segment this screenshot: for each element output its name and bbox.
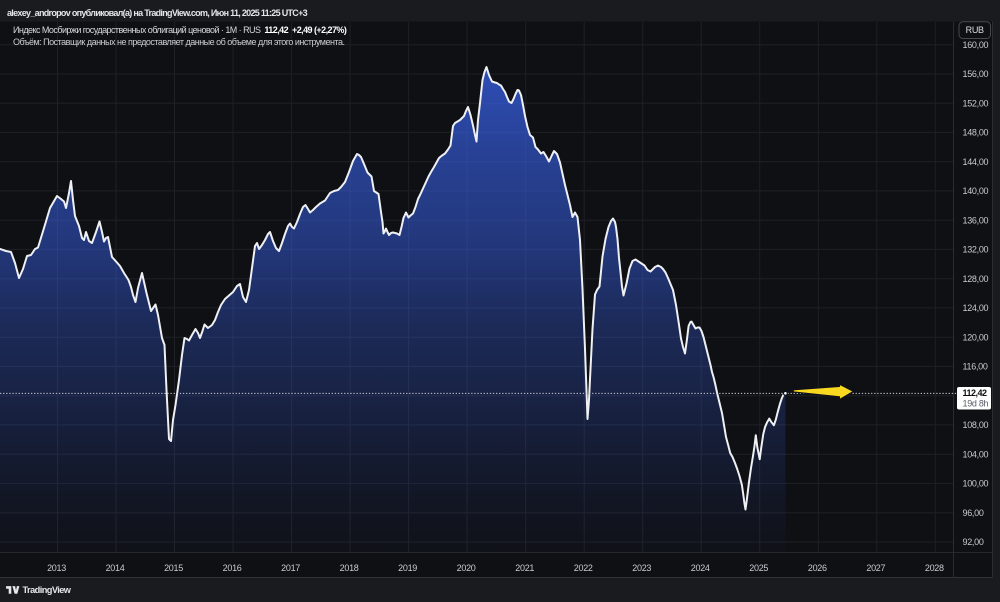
svg-text:160,00: 160,00 bbox=[963, 40, 989, 50]
svg-text:120,00: 120,00 bbox=[963, 332, 989, 342]
svg-text:2022: 2022 bbox=[574, 563, 593, 573]
svg-text:19d 8h: 19d 8h bbox=[963, 398, 989, 408]
svg-text:148,00: 148,00 bbox=[963, 128, 989, 138]
svg-text:112,42: 112,42 bbox=[963, 388, 988, 398]
svg-text:2020: 2020 bbox=[457, 563, 476, 573]
svg-text:144,00: 144,00 bbox=[963, 157, 989, 167]
svg-text:96,00: 96,00 bbox=[963, 508, 984, 518]
svg-text:2015: 2015 bbox=[164, 563, 183, 573]
svg-text:2023: 2023 bbox=[632, 563, 651, 573]
svg-text:140,00: 140,00 bbox=[963, 186, 989, 196]
svg-text:116,00: 116,00 bbox=[963, 362, 988, 372]
svg-text:124,00: 124,00 bbox=[963, 303, 989, 313]
svg-text:152,00: 152,00 bbox=[963, 98, 989, 108]
svg-text:104,00: 104,00 bbox=[963, 449, 989, 459]
svg-text:136,00: 136,00 bbox=[963, 215, 989, 225]
svg-text:2016: 2016 bbox=[223, 563, 242, 573]
svg-text:132,00: 132,00 bbox=[963, 245, 989, 255]
svg-text:128,00: 128,00 bbox=[963, 274, 989, 284]
svg-text:RUB: RUB bbox=[966, 25, 984, 35]
svg-text:92,00: 92,00 bbox=[963, 537, 984, 547]
svg-text:108,00: 108,00 bbox=[963, 420, 989, 430]
svg-text:2017: 2017 bbox=[281, 563, 300, 573]
svg-text:2025: 2025 bbox=[749, 563, 768, 573]
svg-text:2028: 2028 bbox=[925, 563, 944, 573]
svg-text:2014: 2014 bbox=[106, 563, 125, 573]
svg-text:100,00: 100,00 bbox=[963, 479, 989, 489]
svg-text:2013: 2013 bbox=[47, 563, 66, 573]
svg-text:2026: 2026 bbox=[808, 563, 827, 573]
svg-text:2018: 2018 bbox=[340, 563, 359, 573]
svg-text:156,00: 156,00 bbox=[963, 69, 989, 79]
svg-text:2019: 2019 bbox=[398, 563, 417, 573]
svg-text:2024: 2024 bbox=[691, 563, 710, 573]
svg-text:2021: 2021 bbox=[515, 563, 534, 573]
svg-text:2027: 2027 bbox=[866, 563, 885, 573]
